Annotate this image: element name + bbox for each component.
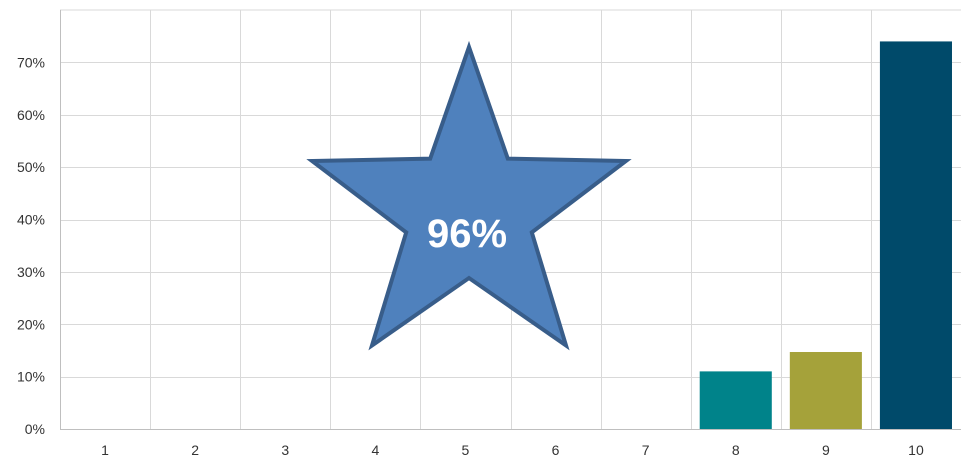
x-tick-labels: 1 2 3 4 5 6 7 8 9 10: [101, 442, 924, 458]
x-tick-label: 5: [462, 442, 470, 458]
x-tick-label: 7: [642, 442, 650, 458]
bar-9: [789, 352, 862, 429]
bars: [699, 41, 952, 430]
bar-10: [879, 41, 952, 430]
y-tick-label: 30%: [17, 264, 45, 280]
y-tick-label: 40%: [17, 212, 45, 228]
x-tick-label: 3: [281, 442, 289, 458]
x-tick-label: 6: [552, 442, 560, 458]
x-tick-label: 2: [191, 442, 199, 458]
star-callout-label: 96%: [427, 212, 507, 256]
y-tick-label: 50%: [17, 159, 45, 175]
star-callout: 96%: [306, 40, 632, 351]
bar-8: [699, 371, 772, 429]
star-icon: [306, 40, 632, 351]
y-tick-label: 10%: [17, 369, 45, 385]
y-tick-label: 20%: [17, 316, 45, 332]
y-tick-label: 60%: [17, 107, 45, 123]
x-tick-label: 9: [822, 442, 830, 458]
x-tick-label: 1: [101, 442, 109, 458]
y-tick-label: 0%: [25, 421, 45, 437]
y-tick-labels: 0% 10% 20% 30% 40% 50% 60% 70%: [17, 54, 45, 437]
x-tick-label: 10: [908, 442, 924, 458]
x-tick-label: 8: [732, 442, 740, 458]
x-tick-label: 4: [371, 442, 379, 458]
y-tick-label: 70%: [17, 54, 45, 70]
